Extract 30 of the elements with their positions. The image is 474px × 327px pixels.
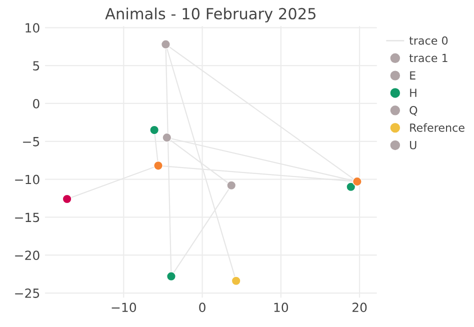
- legend-label: trace 1: [409, 54, 448, 62]
- y-tick-label: −20: [15, 250, 40, 260]
- legend-label: Reference: [410, 123, 464, 132]
- x-tick-label: 20: [352, 302, 367, 312]
- point: [346, 182, 356, 192]
- point: [160, 40, 170, 50]
- chart-title: Animals - 10 February 2025: [105, 8, 316, 22]
- point: [166, 272, 176, 282]
- legend-label: U: [410, 141, 416, 150]
- x-tick-label: 10: [274, 302, 288, 312]
- y-tick-label: 5: [33, 61, 40, 71]
- point: [231, 276, 241, 286]
- x-tick-label: 0: [199, 302, 206, 312]
- point: [162, 132, 172, 142]
- point: [352, 176, 362, 186]
- y-tick-label: −5: [23, 137, 40, 146]
- legend-label: Q: [410, 106, 418, 116]
- point: [226, 180, 236, 190]
- legend-label: E: [410, 71, 416, 80]
- point: [154, 160, 163, 170]
- y-tick-label: −10: [15, 174, 40, 184]
- point: [150, 125, 160, 135]
- y-tick-label: 10: [26, 23, 40, 33]
- y-tick-label: −15: [15, 212, 40, 222]
- x-tick-label: −10: [112, 302, 136, 312]
- y-tick-label: 0: [33, 98, 40, 108]
- legend-label: H: [410, 88, 416, 97]
- legend-label: trace 0: [409, 36, 448, 45]
- y-tick-label: −25: [15, 288, 40, 298]
- point: [62, 194, 72, 204]
